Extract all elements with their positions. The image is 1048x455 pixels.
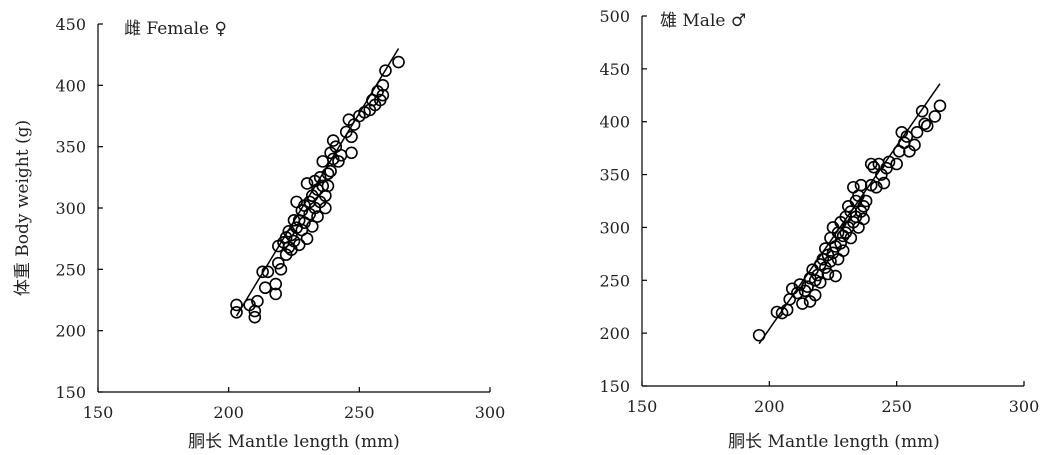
data-point: [319, 201, 332, 215]
data-point: [808, 288, 822, 302]
data-point: [300, 232, 314, 245]
y-axis-title: 体重 Body weight (g): [13, 120, 33, 296]
y-tick-label: 300: [55, 199, 86, 218]
data-point: [326, 134, 340, 147]
y-tick-label: 300: [599, 218, 630, 237]
x-tick-label: 200: [213, 403, 244, 422]
data-point: [313, 171, 327, 184]
y-tick-label: 250: [599, 271, 630, 290]
y-tick-label: 450: [599, 60, 630, 79]
panel-title: 雄 Male ♂: [660, 11, 746, 31]
data-point: [915, 104, 929, 118]
y-tick-label: 150: [599, 377, 630, 396]
data-point: [796, 297, 809, 310]
x-tick-labels: 150 200 250 300: [627, 397, 1040, 416]
y-tick-label: 500: [599, 7, 630, 26]
x-tick-label: 200: [754, 397, 785, 416]
panel-title: 雌 Female ♀: [124, 19, 227, 39]
x-tick-marks: [641, 381, 1025, 386]
data-point: [274, 263, 288, 276]
x-tick-label: 300: [1009, 397, 1040, 416]
data-point: [379, 64, 392, 77]
data-point: [345, 146, 358, 160]
data-point: [269, 287, 283, 301]
data-point: [272, 256, 285, 270]
data-point: [292, 238, 306, 252]
data-point: [821, 267, 835, 281]
data-point: [829, 269, 842, 283]
x-tick-label: 150: [627, 397, 658, 416]
y-tick-label: 250: [55, 260, 86, 279]
data-points: [752, 99, 947, 342]
data-point: [859, 194, 873, 208]
data-point: [248, 310, 262, 324]
data-point: [813, 276, 827, 289]
data-point: [933, 99, 947, 113]
data-point: [230, 298, 243, 312]
data-point: [908, 138, 921, 152]
data-point: [928, 110, 942, 123]
data-point: [251, 294, 264, 308]
y-tick-label: 200: [599, 324, 630, 343]
data-point: [311, 210, 324, 223]
data-point: [918, 117, 931, 131]
data-point: [332, 155, 345, 168]
y-tick-label: 150: [55, 383, 86, 402]
y-tick-label: 350: [599, 166, 630, 185]
data-point: [282, 225, 296, 238]
data-point: [910, 125, 924, 139]
x-tick-marks: [97, 387, 491, 392]
y-tick-label: 450: [55, 15, 86, 34]
data-point: [256, 265, 269, 279]
y-tick-marks: [642, 15, 647, 387]
data-point: [261, 265, 275, 279]
x-tick-label: 150: [83, 403, 114, 422]
x-axis-title: 胴长 Mantle length (mm): [728, 432, 940, 452]
y-tick-labels: 150 200 250 300 350 400 450 500: [599, 7, 630, 396]
data-point: [321, 179, 335, 193]
x-tick-label: 250: [881, 397, 912, 416]
data-point: [801, 280, 814, 293]
data-point: [300, 177, 314, 190]
data-point: [857, 212, 870, 226]
chart-panel-male: 150 200 250 300 150 200 250 300 350 400 450 500 雄 …: [599, 7, 1039, 452]
data-point: [345, 130, 358, 144]
y-tick-label: 400: [55, 76, 86, 95]
x-axis-title: 胴长 Mantle length (mm): [188, 432, 400, 452]
x-tick-label: 250: [344, 403, 375, 422]
data-point: [834, 236, 847, 250]
data-point: [890, 157, 903, 171]
regression-line: [758, 83, 941, 345]
data-point: [824, 254, 837, 268]
data-point: [920, 119, 934, 133]
x-tick-labels: 150 200 250 300: [83, 403, 506, 422]
y-tick-label: 400: [599, 113, 630, 132]
data-point: [230, 305, 243, 319]
y-tick-labels: 150 200 250 300 350 400 450: [55, 15, 86, 402]
data-point: [836, 244, 850, 257]
data-point: [376, 88, 390, 102]
y-tick-label: 350: [55, 138, 86, 157]
regression-line: [235, 48, 400, 317]
data-point: [258, 281, 272, 295]
y-tick-label: 200: [55, 322, 86, 341]
data-point: [324, 164, 337, 178]
data-point: [864, 157, 878, 171]
data-point: [305, 220, 319, 233]
data-point: [854, 178, 868, 192]
data-point: [376, 79, 390, 92]
data-point: [392, 55, 405, 69]
data-point: [844, 231, 858, 245]
x-tick-label: 300: [475, 403, 506, 422]
data-point: [877, 176, 891, 190]
data-points: [230, 55, 405, 324]
data-point: [269, 277, 283, 291]
y-tick-marks: [98, 23, 103, 393]
chart-panel-female: 150 200 250 300 150 200 250 300 350 400 450 雌 Fem…: [13, 15, 505, 452]
